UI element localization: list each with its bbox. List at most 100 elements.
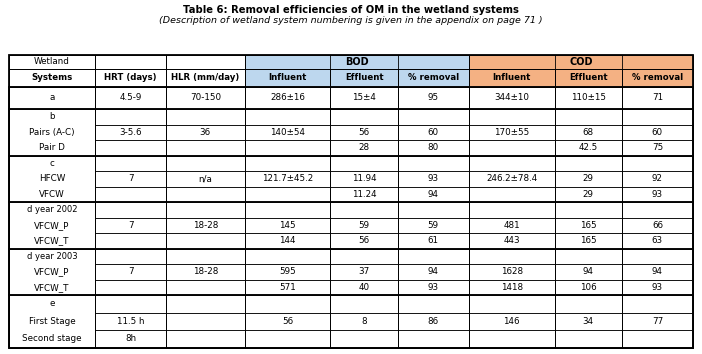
Bar — [555, 233, 622, 249]
Text: 595: 595 — [279, 267, 296, 276]
Text: 42.5: 42.5 — [578, 143, 598, 153]
Text: 145: 145 — [279, 221, 296, 230]
Bar — [166, 264, 244, 280]
Bar — [9, 202, 95, 249]
Text: d year 2003: d year 2003 — [27, 252, 77, 261]
Bar — [95, 233, 166, 249]
Text: 29: 29 — [583, 190, 594, 199]
Text: Effluent: Effluent — [569, 74, 607, 82]
Bar — [166, 87, 244, 109]
Text: Pair D: Pair D — [39, 143, 65, 153]
Bar — [555, 264, 622, 280]
Bar — [555, 249, 622, 264]
Bar — [622, 87, 693, 109]
Bar — [469, 125, 555, 140]
Bar — [95, 264, 166, 280]
Text: 165: 165 — [580, 221, 597, 230]
Bar — [244, 140, 331, 156]
Text: 146: 146 — [503, 317, 520, 326]
Bar — [95, 125, 166, 140]
Text: 34: 34 — [583, 317, 594, 326]
Text: HFCW: HFCW — [39, 175, 65, 183]
Text: HRT (days): HRT (days) — [105, 74, 157, 82]
Text: 95: 95 — [428, 93, 439, 102]
Text: VFCW_P: VFCW_P — [34, 267, 69, 276]
Text: 121.7±45.2: 121.7±45.2 — [262, 175, 313, 183]
Bar — [555, 109, 622, 125]
Bar — [244, 109, 331, 125]
Text: 93: 93 — [652, 283, 663, 292]
Bar — [95, 202, 166, 218]
Text: 144: 144 — [279, 236, 296, 245]
Bar — [622, 264, 693, 280]
Bar — [398, 125, 469, 140]
Text: 8h: 8h — [125, 335, 136, 343]
Text: Influent: Influent — [493, 74, 531, 82]
Bar — [469, 156, 555, 171]
Text: 1628: 1628 — [501, 267, 523, 276]
Bar — [331, 202, 398, 218]
Bar — [555, 330, 622, 348]
Bar — [9, 109, 693, 156]
Bar — [398, 171, 469, 187]
Bar — [244, 187, 331, 202]
Bar — [9, 156, 693, 202]
Text: VFCW_T: VFCW_T — [34, 283, 69, 292]
Text: 61: 61 — [428, 236, 439, 245]
Bar — [398, 233, 469, 249]
Bar — [331, 87, 398, 109]
Text: 68: 68 — [583, 128, 594, 137]
Bar — [622, 69, 693, 87]
Text: c: c — [50, 159, 55, 168]
Text: 443: 443 — [503, 236, 520, 245]
Bar — [166, 171, 244, 187]
Text: 110±15: 110±15 — [571, 93, 606, 102]
Bar — [622, 187, 693, 202]
Text: % removal: % removal — [408, 74, 459, 82]
Text: BOD: BOD — [345, 57, 369, 67]
Bar — [166, 202, 244, 218]
Text: 56: 56 — [359, 236, 370, 245]
Text: VFCW: VFCW — [39, 190, 65, 199]
Text: 7: 7 — [128, 175, 133, 183]
Text: 1418: 1418 — [501, 283, 523, 292]
Bar — [622, 202, 693, 218]
Bar — [622, 280, 693, 295]
Text: 29: 29 — [583, 175, 594, 183]
Bar — [166, 280, 244, 295]
Bar — [166, 295, 244, 313]
Bar — [95, 171, 166, 187]
Text: 70-150: 70-150 — [190, 93, 221, 102]
Text: 18-28: 18-28 — [192, 221, 218, 230]
Bar — [95, 249, 166, 264]
Bar — [331, 264, 398, 280]
Bar — [555, 218, 622, 233]
Text: 15±4: 15±4 — [352, 93, 376, 102]
Bar — [398, 330, 469, 348]
Text: 93: 93 — [428, 175, 439, 183]
Bar — [244, 156, 331, 171]
Bar — [398, 280, 469, 295]
Text: HLR (mm/day): HLR (mm/day) — [171, 74, 239, 82]
Bar — [9, 249, 95, 295]
Bar — [166, 187, 244, 202]
Text: 71: 71 — [652, 93, 663, 102]
Bar — [622, 140, 693, 156]
Bar — [622, 109, 693, 125]
Bar — [244, 330, 331, 348]
Bar — [166, 140, 244, 156]
Text: 94: 94 — [583, 267, 594, 276]
Text: Table 6: Removal efficiencies of OM in the wetland systems: Table 6: Removal efficiencies of OM in t… — [183, 5, 519, 15]
Bar — [9, 55, 95, 69]
Bar — [398, 109, 469, 125]
Bar — [555, 125, 622, 140]
Text: Second stage: Second stage — [22, 335, 82, 343]
Text: 93: 93 — [652, 190, 663, 199]
Bar — [166, 69, 244, 87]
Bar — [331, 330, 398, 348]
Bar — [95, 156, 166, 171]
Text: 36: 36 — [200, 128, 211, 137]
Bar — [331, 140, 398, 156]
Text: 481: 481 — [503, 221, 520, 230]
Text: 165: 165 — [580, 236, 597, 245]
